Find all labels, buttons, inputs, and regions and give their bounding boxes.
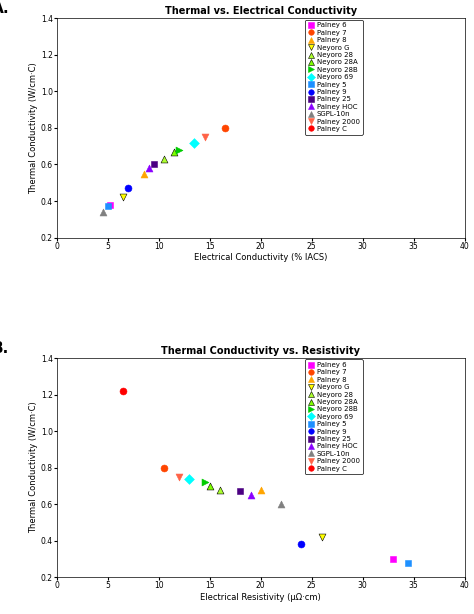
Point (160, 154, 168, 164)
Point (257, 484, 264, 494)
Point (191, 138, 198, 147)
Point (277, 499, 285, 509)
Point (104, 201, 112, 211)
Point (201, 477, 209, 487)
Legend: Palney 6, Palney 7, Palney 8, Neyoro G, Neyoro 28, Neyoro 28A, Neyoro 28B, Neyor: Palney 6, Palney 7, Palney 8, Neyoro G, … (305, 20, 363, 134)
Point (175, 145, 183, 155)
Point (170, 147, 178, 157)
Point (119, 192, 127, 202)
Point (405, 558, 412, 567)
Point (119, 386, 127, 396)
Point (185, 473, 193, 483)
Point (389, 554, 397, 564)
Point (99, 207, 107, 217)
Text: A.: A. (0, 1, 9, 16)
Point (216, 484, 224, 494)
Point (237, 486, 244, 496)
Point (246, 490, 254, 500)
X-axis label: Electrical Resistivity (μΩ·cm): Electrical Resistivity (μΩ·cm) (201, 593, 321, 602)
Point (124, 184, 132, 193)
Point (106, 200, 114, 209)
X-axis label: Electrical Conductivity (% IACS): Electrical Conductivity (% IACS) (194, 254, 328, 262)
Y-axis label: Thermal Conductivity (W/cm·C): Thermal Conductivity (W/cm·C) (29, 62, 38, 194)
Title: Thermal Conductivity vs. Resistivity: Thermal Conductivity vs. Resistivity (161, 346, 360, 356)
Point (140, 169, 147, 179)
Point (175, 472, 183, 481)
Title: Thermal vs. Electrical Conductivity: Thermal vs. Electrical Conductivity (164, 6, 357, 16)
Point (298, 539, 305, 549)
Point (145, 163, 152, 173)
Text: B.: B. (0, 341, 9, 356)
Point (338, 47, 346, 56)
Point (160, 463, 168, 473)
Point (206, 481, 213, 491)
Legend: Palney 6, Palney 7, Palney 8, Neyoro G, Neyoro 28, Neyoro 28A, Neyoro 28B, Neyor: Palney 6, Palney 7, Palney 8, Neyoro G, … (305, 359, 363, 475)
Point (318, 532, 326, 542)
Point (221, 123, 229, 133)
Y-axis label: Thermal Conductivity (W/cm·C): Thermal Conductivity (W/cm·C) (29, 402, 38, 534)
Point (201, 132, 209, 142)
Point (150, 160, 157, 169)
